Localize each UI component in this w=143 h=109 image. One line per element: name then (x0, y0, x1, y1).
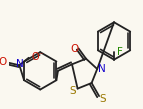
Text: ⁻: ⁻ (39, 50, 43, 60)
Text: O: O (71, 44, 79, 54)
Text: O: O (0, 57, 7, 67)
Text: N: N (15, 59, 23, 69)
Text: F: F (117, 47, 123, 57)
Text: S: S (70, 86, 76, 96)
Text: O: O (31, 52, 39, 62)
Text: N: N (98, 64, 106, 74)
Text: S: S (100, 94, 106, 104)
